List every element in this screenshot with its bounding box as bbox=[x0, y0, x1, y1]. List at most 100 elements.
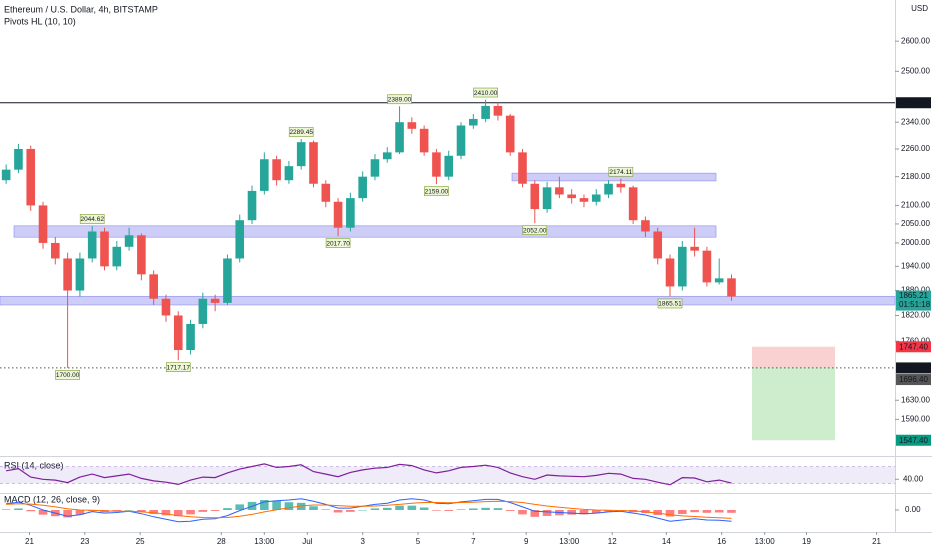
candle-body bbox=[38, 205, 48, 243]
macd-histogram-bar bbox=[124, 510, 134, 511]
macd-histogram-bar bbox=[333, 510, 343, 513]
entry-price-label-box bbox=[896, 362, 931, 374]
macd-histogram-bar bbox=[75, 510, 85, 515]
candle-body bbox=[223, 258, 232, 303]
candle-body bbox=[481, 105, 490, 119]
y-tick-label: 1630.00 bbox=[901, 395, 930, 404]
macd-line bbox=[6, 500, 732, 519]
candle-body bbox=[518, 152, 527, 184]
macd-histogram-bar bbox=[1, 509, 11, 510]
x-tick-label: 19 bbox=[802, 537, 811, 546]
last-price: 1865.21 bbox=[899, 291, 928, 300]
rsi-line bbox=[5, 463, 732, 486]
target-zone bbox=[752, 367, 835, 441]
y-tick-label: 2100.00 bbox=[901, 201, 930, 210]
candle-body bbox=[186, 323, 195, 351]
candle-body bbox=[235, 220, 245, 259]
candle-body bbox=[321, 183, 331, 202]
macd-tick-label: 0.00 bbox=[905, 505, 921, 514]
macd-histogram-bar bbox=[173, 510, 183, 517]
y-tick-label: 2000.00 bbox=[901, 238, 930, 247]
candle-body bbox=[137, 235, 146, 275]
stop-price-label-box bbox=[896, 341, 931, 353]
pivot-label: 2159.00 bbox=[425, 188, 449, 195]
candle-body bbox=[210, 298, 220, 303]
macd-histogram-bar bbox=[469, 508, 478, 510]
pivot-label-box bbox=[79, 214, 105, 224]
pivot-label: 2174.11 bbox=[609, 169, 632, 176]
candle-body bbox=[395, 122, 404, 153]
macd-histogram-bar bbox=[493, 508, 503, 510]
candle-body bbox=[14, 148, 23, 170]
candle-body bbox=[432, 152, 441, 177]
macd-histogram-bar bbox=[714, 510, 724, 513]
y-tick-label: 2500.00 bbox=[901, 66, 930, 75]
x-tick-label: Jul bbox=[302, 537, 312, 546]
macd-histogram-bar bbox=[653, 510, 663, 515]
pivot-label-box bbox=[165, 362, 191, 372]
candle-body bbox=[604, 183, 613, 195]
x-tick-label: 7 bbox=[471, 537, 476, 546]
candle-body bbox=[346, 198, 355, 228]
macd-histogram-bar bbox=[186, 510, 195, 515]
macd-histogram-bar bbox=[38, 510, 48, 515]
pivot-label-box bbox=[387, 94, 412, 105]
y-tick-label: 2260.00 bbox=[901, 144, 930, 153]
candle-body bbox=[161, 298, 171, 316]
last-price-box bbox=[896, 290, 931, 311]
candle-body bbox=[419, 128, 429, 153]
candle-body bbox=[567, 194, 576, 199]
macd-histogram-bar bbox=[407, 505, 417, 510]
macd-histogram-bar bbox=[346, 510, 355, 512]
macd-histogram-bar bbox=[112, 510, 122, 512]
candle-body bbox=[358, 176, 367, 199]
candle-body bbox=[296, 142, 306, 167]
candle-body bbox=[456, 125, 466, 156]
x-tick-label: 13:00 bbox=[755, 537, 776, 546]
macd-histogram-bar bbox=[727, 510, 736, 513]
indicator-title: Pivots HL (10, 10) bbox=[4, 16, 76, 26]
rsi-tick-label: 40.00 bbox=[903, 474, 924, 483]
candle-body bbox=[591, 194, 601, 202]
macd-histogram-bar bbox=[530, 510, 540, 517]
macd-histogram-bar bbox=[210, 510, 220, 511]
macd-histogram-bar bbox=[14, 508, 23, 510]
macd-histogram-bar bbox=[591, 510, 601, 514]
macd-histogram-bar bbox=[260, 500, 269, 510]
candle-body bbox=[198, 298, 208, 324]
y-tick-label: 1590.00 bbox=[901, 414, 930, 423]
candle-body bbox=[26, 148, 36, 206]
candle-body bbox=[382, 152, 392, 160]
y-tick-label: 1940.00 bbox=[901, 261, 930, 270]
currency-label[interactable]: USD bbox=[911, 4, 928, 13]
x-tick-label: 3 bbox=[360, 537, 365, 546]
candle-body bbox=[1, 169, 11, 181]
stop-price-label: 1747.40 bbox=[899, 342, 928, 351]
candle-body bbox=[370, 159, 380, 177]
candle-body bbox=[702, 250, 712, 283]
candle-body bbox=[653, 231, 663, 259]
pivot-label: 1700.00 bbox=[56, 372, 80, 379]
macd-histogram-bar bbox=[26, 510, 36, 512]
macd-histogram-bar bbox=[456, 509, 466, 510]
candle-body bbox=[469, 118, 478, 126]
candle-body bbox=[407, 122, 417, 129]
x-tick-label: 25 bbox=[136, 537, 145, 546]
macd-histogram-bar bbox=[678, 510, 687, 515]
macd-histogram-bar bbox=[444, 510, 454, 511]
candle-body bbox=[284, 166, 294, 181]
hline-price-label: 2400.00 bbox=[899, 98, 928, 107]
macd-histogram-bar bbox=[432, 510, 441, 511]
countdown: 01:51:18 bbox=[899, 300, 931, 309]
y-tick-label: 2180.00 bbox=[901, 172, 930, 181]
candle-body bbox=[309, 142, 318, 184]
macd-histogram-bar bbox=[481, 507, 490, 510]
pivot-label-box bbox=[288, 127, 314, 137]
y-tick-label: 1760.00 bbox=[901, 336, 930, 345]
pivot-label: 2017.70 bbox=[326, 240, 350, 247]
candle-body bbox=[690, 246, 699, 251]
candle-body bbox=[542, 187, 552, 210]
y-tick-label: 2340.00 bbox=[901, 117, 930, 126]
target-price-label-box bbox=[896, 434, 931, 446]
